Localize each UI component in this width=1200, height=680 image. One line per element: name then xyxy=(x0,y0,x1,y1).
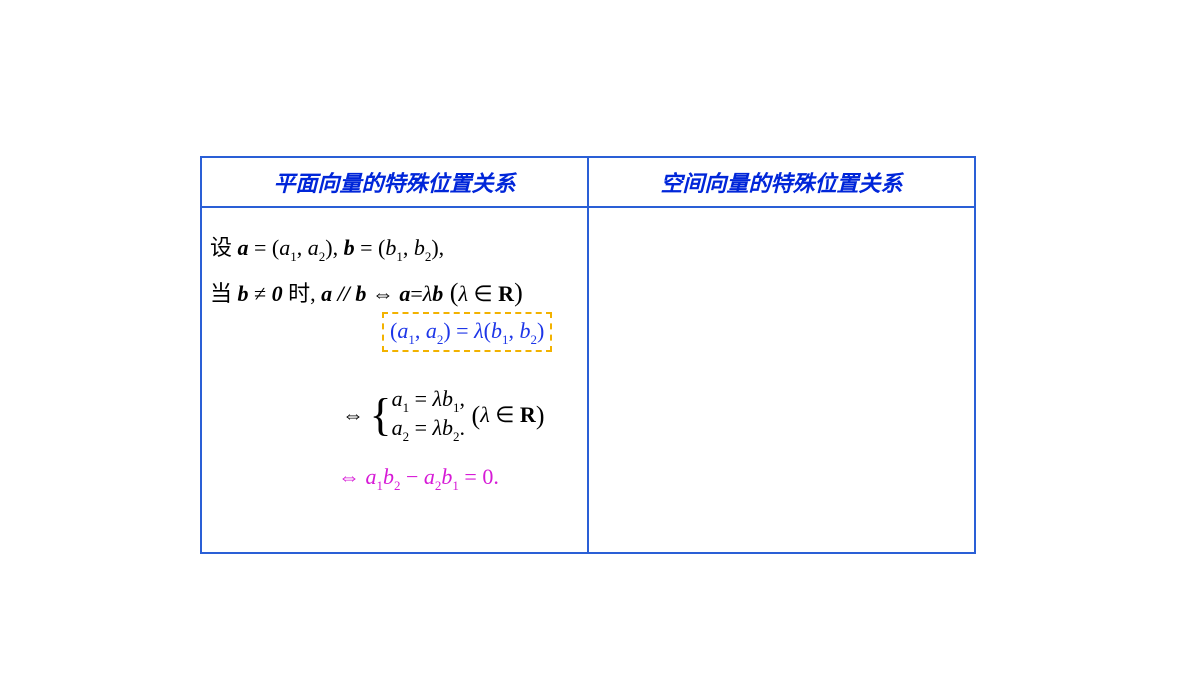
b2-sub: 2 xyxy=(425,249,432,264)
a2: a xyxy=(308,235,319,260)
rb1s: 1 xyxy=(452,478,459,493)
neq: ≠ xyxy=(249,281,272,306)
c1: , xyxy=(297,235,308,260)
sR: R xyxy=(520,402,536,427)
slam1: λ xyxy=(433,386,443,411)
sb1s: 1 xyxy=(453,400,460,415)
db1s: 1 xyxy=(502,332,509,347)
iff3: ⇔ xyxy=(338,464,366,489)
sb1: b xyxy=(442,386,453,411)
sa1s: 1 xyxy=(403,400,410,415)
table-body-row: 设 a = (a1, a2), b = (b1, b2), 当 b ≠ 0 时,… xyxy=(202,208,974,552)
text-shi: 时, xyxy=(283,281,322,306)
vec-a2: a xyxy=(321,281,332,306)
rb2: b xyxy=(383,464,394,489)
system-line: ⇔ { a1 = λb1, a2 = λb2. (λ ∈ R) xyxy=(342,384,544,446)
header-left: 平面向量的特殊位置关系 xyxy=(202,158,589,206)
sb2s: 2 xyxy=(453,429,460,444)
in1: ∈ xyxy=(468,281,498,306)
dc2: , xyxy=(508,318,519,343)
da2: a xyxy=(426,318,437,343)
lam1: λ xyxy=(423,281,433,306)
line-2: 当 b ≠ 0 时, a // b ⇔ a=λb (λ ∈ R) xyxy=(210,276,523,308)
rb1: b xyxy=(441,464,452,489)
vec-b3: b xyxy=(355,281,366,306)
close1: ), xyxy=(325,235,343,260)
seq2: = xyxy=(409,415,432,440)
table-header-row: 平面向量的特殊位置关系 空间向量的特殊位置关系 xyxy=(202,158,974,208)
ra1: a xyxy=(366,464,377,489)
eq1: = ( xyxy=(249,235,280,260)
brace-icon: { xyxy=(370,392,392,438)
line-1: 设 a = (a1, a2), b = (b1, b2), xyxy=(210,230,444,262)
c2: , xyxy=(403,235,414,260)
slam3: λ xyxy=(480,402,490,427)
system-block: a1 = λb1, a2 = λb2. xyxy=(392,386,465,444)
header-right: 空间向量的特殊位置关系 xyxy=(589,158,974,206)
r0: 0. xyxy=(482,464,499,489)
text-dang: 当 xyxy=(210,281,238,306)
vec-a3: a xyxy=(399,281,410,306)
ra1s: 1 xyxy=(377,478,384,493)
rb2s: 2 xyxy=(394,478,401,493)
text-she: 设 xyxy=(210,235,238,260)
a1-sub: 1 xyxy=(290,249,297,264)
dashed-equation: (a1, a2) = λ(b1, b2) xyxy=(382,312,552,352)
seq1: = xyxy=(409,386,432,411)
dlam: λ xyxy=(474,318,484,343)
ra2: a xyxy=(424,464,435,489)
lam2: λ xyxy=(458,281,468,306)
dc1: , xyxy=(415,318,426,343)
vec-a: a xyxy=(238,235,249,260)
vec-b4: b xyxy=(432,281,443,306)
sin: ∈ xyxy=(490,402,520,427)
dlp: ( xyxy=(484,318,491,343)
par: // xyxy=(332,281,355,306)
eq2: = ( xyxy=(355,235,386,260)
ra2s: 2 xyxy=(435,478,442,493)
db2s: 2 xyxy=(530,332,537,347)
db1: b xyxy=(491,318,502,343)
b1-sub: 1 xyxy=(396,249,403,264)
R1: R xyxy=(498,281,514,306)
a1: a xyxy=(279,235,290,260)
da2s: 2 xyxy=(437,332,444,347)
sa2: a xyxy=(392,415,403,440)
sa1: a xyxy=(392,386,403,411)
a2-sub: 2 xyxy=(319,249,326,264)
deq: = xyxy=(451,318,474,343)
iff1: ⇔ xyxy=(366,281,399,306)
zero: 0 xyxy=(272,281,283,306)
rminus: − xyxy=(401,464,424,489)
comparison-table: 平面向量的特殊位置关系 空间向量的特殊位置关系 设 a = (a1, a2), … xyxy=(200,156,976,554)
right-cell xyxy=(589,208,974,552)
b2: b xyxy=(414,235,425,260)
da1s: 1 xyxy=(408,332,415,347)
db2: b xyxy=(519,318,530,343)
da1: a xyxy=(397,318,408,343)
b1: b xyxy=(385,235,396,260)
vec-b2: b xyxy=(238,281,249,306)
sa2s: 2 xyxy=(403,429,410,444)
vec-b: b xyxy=(344,235,355,260)
left-cell: 设 a = (a1, a2), b = (b1, b2), 当 b ≠ 0 时,… xyxy=(202,208,589,552)
result-line: ⇔ a1b2 − a2b1 = 0. xyxy=(338,464,499,490)
slam2: λ xyxy=(433,415,443,440)
end1: ), xyxy=(431,235,444,260)
iff2: ⇔ xyxy=(342,402,370,427)
req: = xyxy=(459,464,482,489)
sb2: b xyxy=(442,415,453,440)
